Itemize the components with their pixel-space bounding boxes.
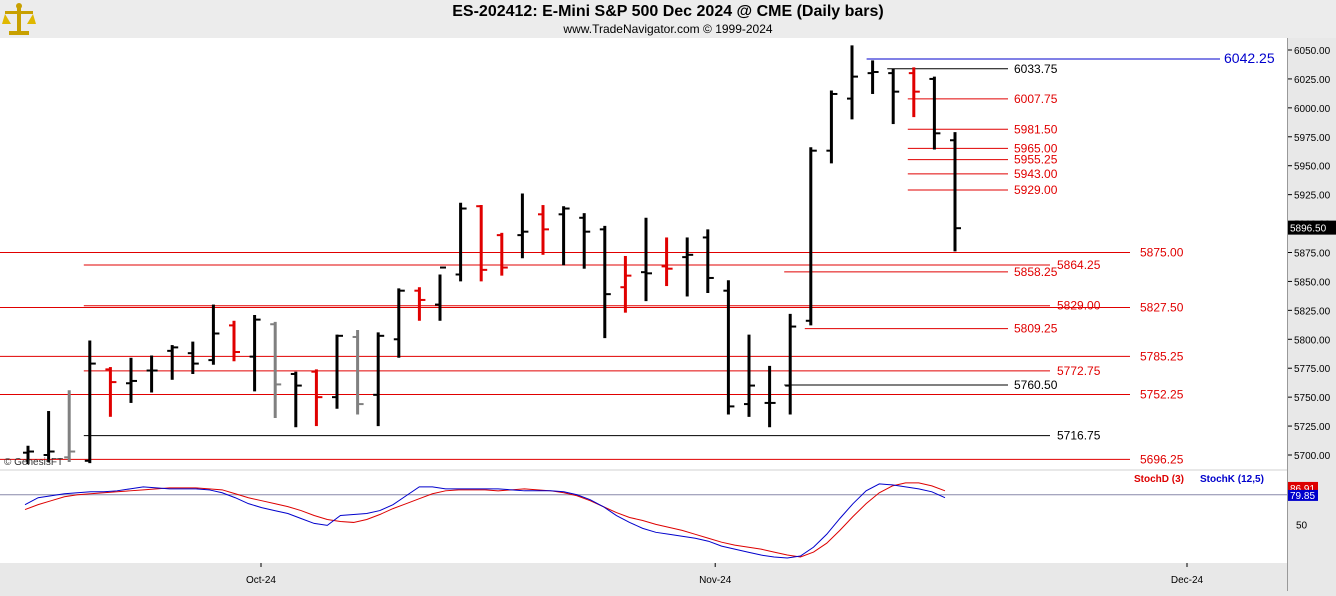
stoch-d-line: [24, 482, 946, 558]
last-price-label: 5896.50: [1290, 224, 1327, 235]
price-tick-label: 5925.00: [1294, 191, 1331, 202]
last-price-box: [1288, 220, 1336, 235]
price-tick-label: 5975.00: [1294, 133, 1331, 144]
level-label: 5760.50: [1014, 378, 1058, 392]
level-label: 5858.25: [1014, 265, 1058, 279]
stoch-d-value: 86.91: [1290, 484, 1315, 495]
level-label: 5772.75: [1057, 364, 1101, 378]
price-tick-label: 6050.00: [1294, 46, 1331, 57]
stoch-k-value: 79.85: [1290, 491, 1315, 502]
legend-stoch-d: StochD (3): [1134, 474, 1184, 485]
price-tick-label: 6000.00: [1294, 104, 1331, 115]
stochastic-panel[interactable]: StochD (3) StochK (12,5): [0, 471, 1287, 563]
watermark: © GenesisFT: [4, 457, 64, 468]
level-label: 5752.25: [1140, 388, 1184, 402]
price-tick-label: 5950.00: [1294, 162, 1331, 173]
stochastic-chart[interactable]: StochD (3) StochK (12,5): [0, 471, 1287, 563]
price-axis[interactable]: 6050.00 6025.00 6000.00 5975.00 5950.00 5925.…: [1287, 38, 1336, 591]
price-tick-label: 5700.00: [1294, 451, 1331, 462]
price-tick-label: 5800.00: [1294, 335, 1331, 346]
price-axis-svg: 6050.00 6025.00 6000.00 5975.00 5950.00 5925.…: [1288, 46, 1336, 531]
stoch-k-line: [24, 483, 946, 559]
level-label: 5785.25: [1140, 349, 1184, 363]
stoch-tick-label: 50: [1296, 520, 1308, 531]
price-tick-label: 5775.00: [1294, 364, 1331, 375]
level-label: 5929.00: [1014, 183, 1058, 197]
chart-title: ES-202412: E-Mini S&P 500 Dec 2024 @ CME…: [452, 3, 884, 20]
level-label: 5875.00: [1140, 246, 1184, 260]
chart-subtitle: www.TradeNavigator.com © 1999-2024: [563, 22, 773, 36]
level-label: 5943.00: [1014, 167, 1058, 181]
price-panel[interactable]: 6042.25 6033.75 6007.75 5981.50 5965.00 5955.…: [0, 38, 1287, 469]
level-label: 5827.50: [1140, 300, 1184, 314]
time-tick-label: Nov-24: [699, 575, 732, 586]
price-tick-label: 5850.00: [1294, 277, 1331, 288]
legend-stoch-k: StochK (12,5): [1200, 474, 1264, 485]
time-axis-svg: Oct-24 Nov-24 Dec-24: [246, 563, 1204, 586]
stoch-k-box: [1288, 489, 1318, 501]
time-tick-label: Dec-24: [1171, 575, 1204, 586]
price-tick-label: 5875.00: [1294, 249, 1331, 260]
price-tick-label: 5725.00: [1294, 422, 1331, 433]
level-label: 5981.50: [1014, 122, 1058, 136]
level-label: 5965.00: [1014, 141, 1058, 155]
level-label: 6042.25: [1224, 50, 1275, 66]
scale-logo-icon: [2, 3, 36, 35]
time-axis[interactable]: Oct-24 Nov-24 Dec-24: [0, 563, 1287, 591]
level-label: 5955.25: [1014, 153, 1058, 167]
price-tick-label: 6025.00: [1294, 75, 1331, 86]
level-label: 5809.25: [1014, 322, 1058, 336]
price-tick-label: 5825.00: [1294, 306, 1331, 317]
price-chart[interactable]: 6042.25 6033.75 6007.75 5981.50 5965.005955.…: [0, 38, 1287, 469]
price-tick-label: 5750.00: [1294, 393, 1331, 404]
chart-header: ES-202412: E-Mini S&P 500 Dec 2024 @ CME…: [0, 0, 1336, 38]
level-label: 5696.25: [1140, 452, 1184, 466]
level-label: 5716.75: [1057, 429, 1101, 443]
level-label: 5864.25: [1057, 258, 1101, 272]
level-label: 6033.75: [1014, 62, 1058, 76]
level-label: 6007.75: [1014, 92, 1058, 106]
level-label: 5829.00: [1057, 299, 1101, 313]
time-tick-label: Oct-24: [246, 575, 276, 586]
